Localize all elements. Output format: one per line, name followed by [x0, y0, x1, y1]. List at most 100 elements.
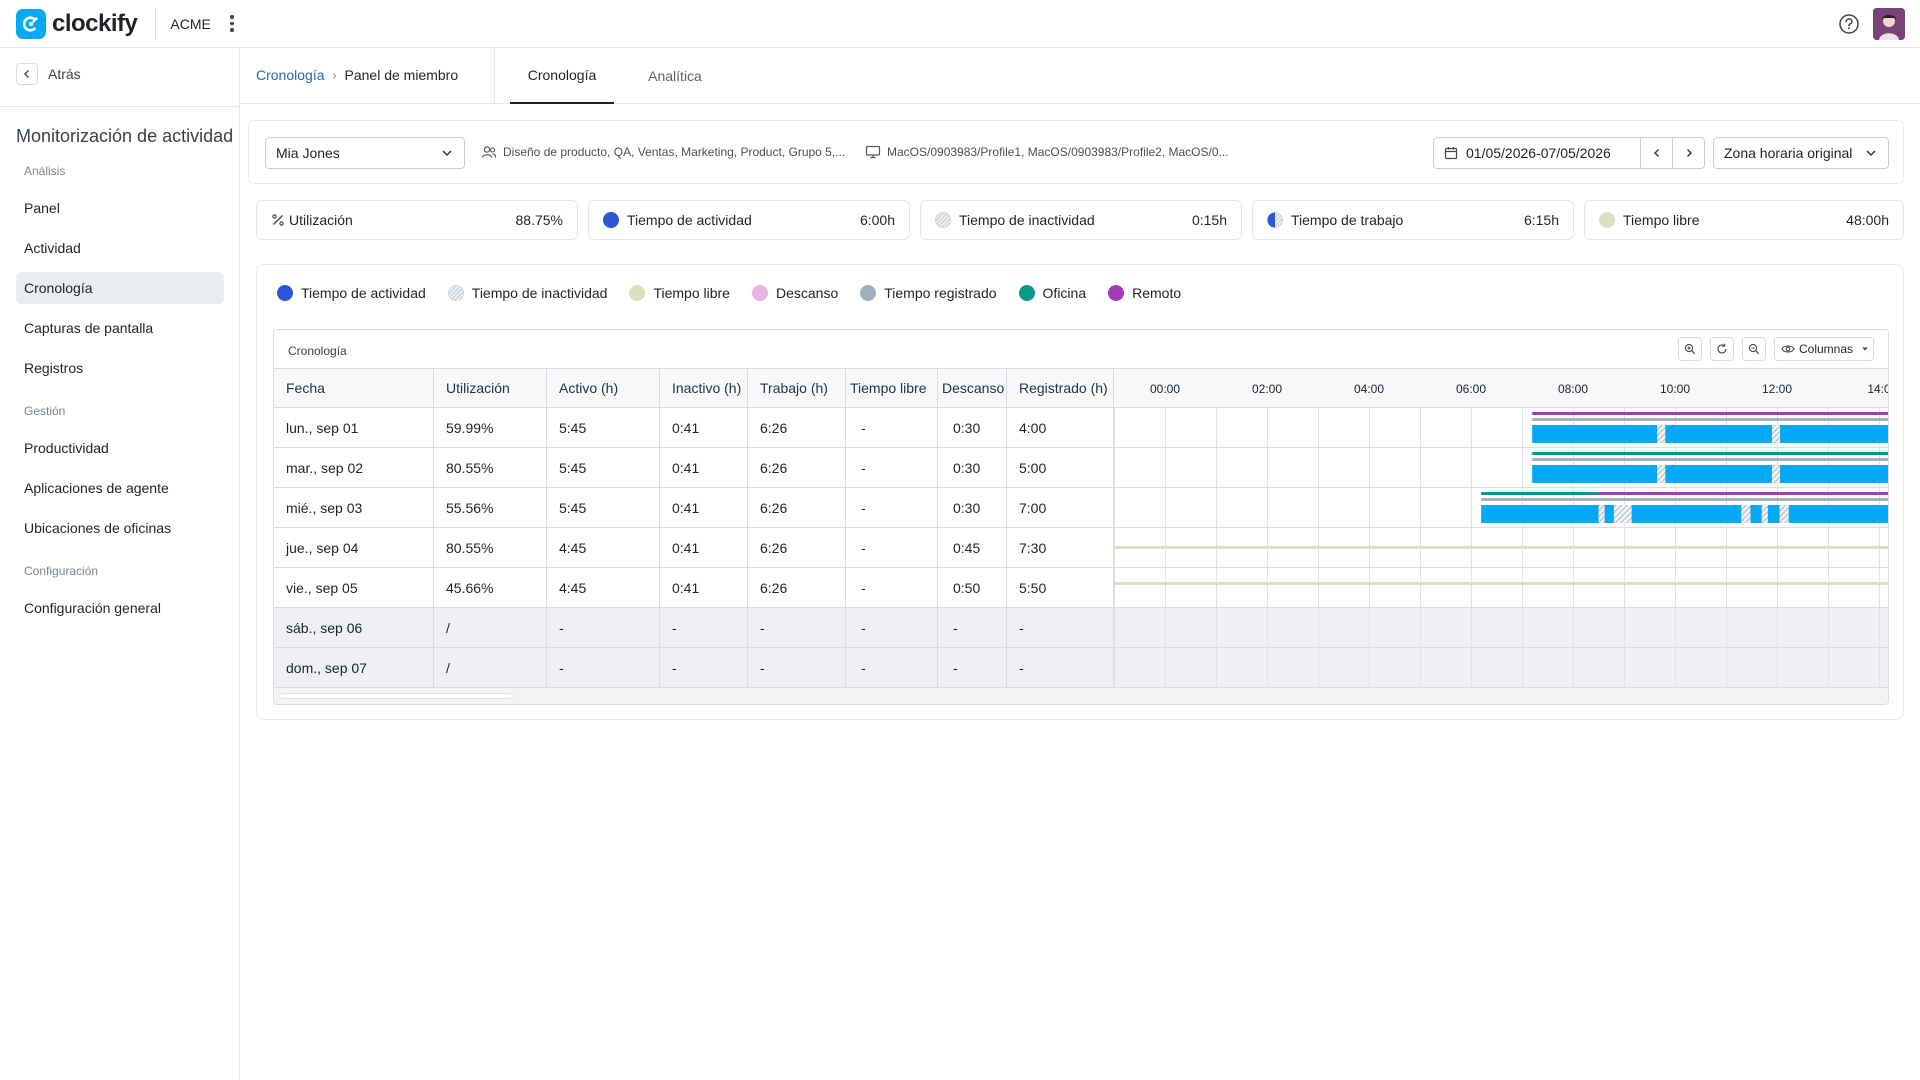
table-row[interactable]: mar., sep 02 80.55% 5:45 0:41 6:26-0:30 5:00	[274, 448, 1888, 488]
caret-down-icon	[1862, 347, 1869, 351]
breadcrumb: Cronología › Panel de miembro	[256, 67, 458, 83]
table-cell: 5:45	[547, 448, 660, 487]
table-cell: -	[660, 608, 748, 647]
idle-bar	[1771, 465, 1781, 483]
table-cell: sáb., sep 06	[274, 608, 434, 647]
stat-utilization: Utilización 88.75%	[256, 200, 578, 240]
workspace-menu-icon[interactable]	[229, 15, 235, 32]
legend-dot-icon	[447, 285, 464, 301]
sidebar-item-timeline[interactable]: Cronología	[16, 272, 224, 304]
timezone-select[interactable]: Zona horaria original	[1713, 137, 1889, 169]
filter-bar: Mia Jones Diseño de producto, QA, Ventas…	[248, 120, 1904, 184]
next-week-button[interactable]	[1672, 138, 1704, 168]
sidebar-item-general-config[interactable]: Configuración general	[24, 600, 161, 616]
sidebar-item-activity[interactable]: Actividad	[24, 240, 81, 256]
legend-item: Tiempo libre	[629, 285, 730, 301]
eye-icon	[1781, 345, 1795, 353]
table-row[interactable]: mié., sep 03 55.56% 5:45 0:41 6:26-0:30 7:00	[274, 488, 1888, 528]
table-row[interactable]: jue., sep 04 80.55% 4:45 0:41 6:26-0:45 7:30	[274, 528, 1888, 568]
help-icon[interactable]	[1838, 13, 1860, 35]
timeline-bars	[1114, 408, 1888, 688]
groups-filter[interactable]: Diseño de producto, QA, Ventas, Marketin…	[481, 145, 845, 159]
column-header[interactable]: Trabajo (h)	[748, 369, 846, 407]
column-header[interactable]: Fecha	[274, 369, 434, 407]
table-cell: -	[846, 408, 938, 447]
legend-item: Tiempo de inactividad	[447, 285, 607, 301]
legend-dot-icon	[860, 285, 877, 301]
column-header[interactable]: Descanso	[938, 369, 1007, 407]
column-header[interactable]: Utilización	[434, 369, 547, 407]
legend-item: Descanso	[751, 285, 838, 301]
table-row[interactable]: vie., sep 05 45.66% 4:45 0:41 6:26-0:50 5:50	[274, 568, 1888, 608]
breadcrumb-root[interactable]: Cronología	[256, 67, 325, 83]
reset-zoom-button[interactable]	[1710, 337, 1734, 361]
chevron-right-icon	[1686, 149, 1692, 157]
zoom-out-icon	[1748, 343, 1760, 355]
legend-item: Oficina	[1018, 285, 1086, 301]
previous-week-button[interactable]	[1640, 138, 1672, 168]
table-row[interactable]: sáb., sep 06/- - - - - -	[274, 608, 1888, 648]
chevron-down-icon	[1866, 150, 1876, 157]
date-range-picker[interactable]: 01/05/2026-07/05/2026	[1433, 137, 1705, 169]
activity-bar	[1481, 505, 1888, 523]
sidebar-item-agent-apps[interactable]: Aplicaciones de agente	[24, 480, 169, 496]
main-header: Cronología › Panel de miembro Cronología…	[240, 48, 1920, 104]
percent-icon	[272, 214, 284, 226]
section-management: Gestión	[24, 404, 66, 418]
sidebar-item-screenshots[interactable]: Capturas de pantalla	[24, 320, 154, 336]
devices-filter[interactable]: MacOS/0903983/Profile1, MacOS/0903983/Pr…	[865, 145, 1229, 159]
table-title: Cronología	[288, 344, 347, 358]
sidebar-item-panel[interactable]: Panel	[24, 200, 60, 216]
stat-active-time-value: 6:00h	[859, 212, 895, 228]
table-cell: 0:30	[938, 448, 1007, 487]
column-header[interactable]: Tiempo libre	[846, 369, 938, 407]
member-select[interactable]: Mia Jones	[265, 137, 465, 169]
legend: Tiempo de actividad Tiempo de inactividad…	[277, 285, 1203, 301]
tab-timeline[interactable]: Cronología	[510, 48, 614, 104]
sidebar-item-productivity[interactable]: Productividad	[24, 440, 109, 456]
legend-label: Tiempo de actividad	[301, 285, 426, 301]
top-bar: clockify ACME	[0, 0, 1920, 48]
brand-name: clockify	[52, 9, 138, 37]
sidebar-divider	[0, 106, 239, 107]
sidebar-item-office-locations[interactable]: Ubicaciones de oficinas	[24, 520, 172, 536]
table-cell: -	[547, 648, 660, 687]
sidebar-item-logs[interactable]: Registros	[24, 360, 84, 376]
column-header[interactable]: Inactivo (h)	[660, 369, 748, 407]
clockify-logo[interactable]: clockify	[16, 8, 138, 39]
column-header[interactable]: Registrado (h)	[1007, 369, 1114, 407]
legend-dot-icon	[1108, 285, 1125, 301]
table-row[interactable]: dom., sep 07/- - - - - -	[274, 648, 1888, 688]
user-avatar[interactable]	[1873, 8, 1905, 40]
tab-analytics[interactable]: Analítica	[648, 68, 702, 84]
legend-item: Tiempo registrado	[860, 285, 997, 301]
back-label: Atrás	[48, 66, 81, 82]
table-cell: 0:41	[660, 488, 748, 527]
column-header[interactable]: Activo (h)	[547, 369, 660, 407]
work-time-dot-icon	[1267, 212, 1283, 228]
table-row[interactable]: lun., sep 01 59.99% 5:45 0:41 6:26-0:30 4:00	[274, 408, 1888, 448]
table-cell: /	[434, 608, 547, 647]
table-cell: -	[846, 528, 938, 567]
monitor-icon	[865, 145, 881, 159]
legend-label: Tiempo libre	[653, 285, 730, 301]
stat-active-time: Tiempo de actividad 6:00h	[588, 200, 910, 240]
legend-item: Tiempo de actividad	[277, 285, 426, 301]
hour-tick-label: 10:00	[1659, 382, 1691, 396]
workspace-name[interactable]: ACME	[170, 15, 211, 32]
table-cell: -	[748, 608, 846, 647]
columns-button[interactable]: Columnas	[1774, 337, 1874, 361]
free-time-dot-icon	[1599, 212, 1615, 228]
back-button[interactable]: Atrás	[16, 63, 81, 85]
zoom-out-button[interactable]	[1742, 337, 1766, 361]
location-bar	[1532, 412, 1888, 415]
stat-idle-time-value: 0:15h	[1191, 212, 1227, 228]
free-time-bar	[1114, 546, 1888, 549]
scrollbar-thumb[interactable]	[278, 693, 514, 699]
stat-work-time: Tiempo de trabajo 6:15h	[1252, 200, 1574, 240]
horizontal-scrollbar[interactable]	[274, 688, 1888, 704]
section-analysis: Análisis	[24, 164, 66, 178]
hour-tick-label: 00:00	[1149, 382, 1181, 396]
zoom-in-button[interactable]	[1678, 337, 1702, 361]
table-cell: /	[434, 648, 547, 687]
